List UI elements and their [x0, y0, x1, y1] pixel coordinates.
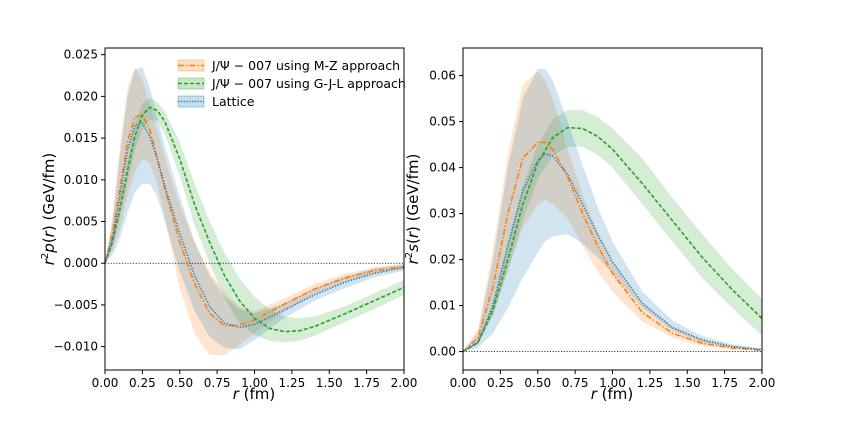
legend-entry-mz: J/Ψ − 007 using M-Z approach — [177, 58, 400, 73]
left-x-tick-label: 1.50 — [316, 376, 343, 390]
right-x-tick-label: 0.50 — [524, 376, 551, 390]
right-x-ticks: 0.00 0.25 0.50 0.75 1.00 1.25 1.50 1.75 2.00 — [450, 370, 776, 390]
right-y-tick-label: 0.00 — [429, 345, 456, 359]
legend-label-gjl: J/Ψ − 007 using G-J-L approach — [211, 76, 406, 91]
left-x-tick-label: 0.75 — [204, 376, 231, 390]
left-y-ticks: 0.025 0.020 0.015 0.010 0.005 0.000 −0.005 −0.0… — [54, 48, 105, 354]
legend-entry-lattice: Lattice — [177, 94, 255, 109]
left-x-axis-label: r (fm) — [233, 385, 276, 403]
right-uncertainty-bands — [463, 68, 762, 352]
right-line-mz — [462, 141, 763, 353]
left-y-tick-label: 0.015 — [64, 131, 98, 145]
left-y-tick-label: 0.000 — [64, 256, 98, 270]
right-x-axis-label: r (fm) — [591, 385, 634, 403]
right-x-tick-label: 0.75 — [562, 376, 589, 390]
left-x-tick-label: 1.75 — [353, 376, 380, 390]
right-line-lattice — [462, 153, 763, 353]
right-y-ticks: 0.06 0.05 0.04 0.03 0.02 0.01 0.00 — [429, 69, 463, 359]
right-x-tick-label: 2.00 — [749, 376, 776, 390]
left-y-tick-label: −0.010 — [54, 340, 98, 354]
left-curves — [104, 106, 405, 333]
right-y-tick-label: 0.01 — [429, 299, 456, 313]
left-y-tick-label: 0.005 — [64, 215, 98, 229]
legend-entry-gjl: J/Ψ − 007 using G-J-L approach — [177, 76, 406, 91]
left-band-mz — [105, 67, 404, 355]
right-y-tick-label: 0.06 — [429, 69, 456, 83]
right-y-tick-label: 0.04 — [429, 161, 456, 175]
left-y-tick-label: −0.005 — [54, 298, 98, 312]
right-line-gjl — [462, 126, 763, 353]
left-x-ticks: 0.00 0.25 0.50 0.75 1.00 1.25 1.50 1.75 2.00 — [92, 370, 418, 390]
legend-label-mz: J/Ψ − 007 using M-Z approach — [211, 58, 400, 73]
left-x-tick-label: 0.50 — [166, 376, 193, 390]
left-line-lattice — [104, 122, 405, 329]
left-band-lattice — [105, 67, 404, 350]
left-y-tick-label: 0.025 — [64, 48, 98, 62]
left-y-tick-label: 0.010 — [64, 173, 98, 187]
left-y-axis-label: r2p(r) (GeV/fm) — [40, 153, 58, 266]
left-x-tick-label: 0.25 — [129, 376, 156, 390]
right-y-tick-label: 0.05 — [429, 115, 456, 129]
left-x-tick-label: 2.00 — [391, 376, 418, 390]
left-line-gjl — [104, 106, 405, 333]
right-x-tick-label: 1.75 — [711, 376, 738, 390]
left-x-tick-label: 1.25 — [279, 376, 306, 390]
right-band-mz — [463, 71, 762, 352]
right-y-tick-label: 0.02 — [429, 253, 456, 267]
right-band-gjl — [463, 110, 762, 352]
right-x-tick-label: 1.50 — [674, 376, 701, 390]
right-y-tick-label: 0.03 — [429, 207, 456, 221]
right-band-lattice — [463, 68, 762, 352]
right-curves — [462, 126, 763, 353]
right-y-axis-label: r2s(r) (GeV/fm) — [404, 154, 422, 265]
left-uncertainty-bands — [105, 67, 404, 355]
left-x-tick-label: 1.00 — [241, 376, 268, 390]
left-y-tick-label: 0.020 — [64, 89, 98, 103]
left-line-mz — [104, 113, 405, 327]
left-x-tick-label: 0.00 — [92, 376, 119, 390]
left-panel: 0.00 0.25 0.50 0.75 1.00 1.25 1.50 1.75 2.00 0.0… — [40, 47, 418, 403]
legend: J/Ψ − 007 using M-Z approach J/Ψ − 007 u… — [177, 58, 406, 109]
legend-label-lattice: Lattice — [212, 94, 255, 109]
right-x-tick-label: 0.00 — [450, 376, 477, 390]
right-x-tick-label: 0.25 — [487, 376, 514, 390]
right-x-tick-label: 1.25 — [637, 376, 664, 390]
right-x-tick-label: 1.00 — [599, 376, 626, 390]
right-panel: 0.00 0.25 0.50 0.75 1.00 1.25 1.50 1.75 2.00 0.0… — [404, 47, 776, 403]
